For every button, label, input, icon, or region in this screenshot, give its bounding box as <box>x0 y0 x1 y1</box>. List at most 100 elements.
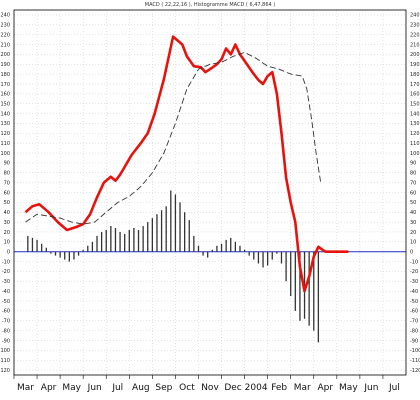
y-tick-label: -10 <box>410 259 418 265</box>
x-tick-label: Jul <box>111 383 123 393</box>
y-tick-label: 180 <box>0 72 10 78</box>
histogram-bars <box>27 190 320 343</box>
x-axis: Mar Apr May Jun Jul Aug Sep Oct Nov Dec 2004 Feb Mar… <box>13 375 400 393</box>
y-tick-label: -100 <box>0 348 10 354</box>
series-lines <box>24 35 349 293</box>
y-tick-label: -60 <box>410 309 418 315</box>
x-tick-label: Mar <box>294 383 311 393</box>
y-tick-label: -40 <box>410 289 418 295</box>
y-tick-label: 80 <box>410 171 416 177</box>
y-tick-label: -110 <box>410 358 420 364</box>
y-tick-label: 130 <box>0 121 10 127</box>
y-tick-label: 60 <box>410 190 416 196</box>
x-tick-label: Mar <box>17 383 34 393</box>
y-tick-label: 0 <box>7 249 10 255</box>
y-tick-label: 200 <box>410 52 420 58</box>
y-tick-label: 90 <box>4 161 10 167</box>
y-tick-label: 60 <box>4 190 10 196</box>
y-tick-label: -50 <box>410 299 418 305</box>
y-tick-label: -110 <box>0 358 10 364</box>
y-tick-label: 120 <box>0 131 10 137</box>
y-tick-label: -70 <box>410 319 418 325</box>
y-tick-label: 110 <box>410 141 420 147</box>
x-tick-label: Dec <box>224 383 241 393</box>
y-tick-label: 20 <box>4 230 10 236</box>
y-tick-label: -20 <box>2 269 10 275</box>
x-tick-label: 2004 <box>245 383 268 393</box>
y-tick-label: 90 <box>410 161 416 167</box>
x-tick-label: Apr <box>318 383 334 393</box>
y-tick-label: 50 <box>410 200 416 206</box>
y-tick-label: 50 <box>4 200 10 206</box>
y-tick-label: -90 <box>2 338 10 344</box>
y-tick-label: 40 <box>410 210 416 216</box>
y-tick-label: 200 <box>0 52 10 58</box>
y-tick-label: 10 <box>4 240 10 246</box>
y-tick-label: -80 <box>410 328 418 334</box>
signal-line <box>25 51 322 225</box>
y-tick-label: 240 <box>410 13 420 19</box>
y-tick-label: 160 <box>0 92 10 98</box>
y-tick-label: 100 <box>0 151 10 157</box>
y-tick-label: 150 <box>0 102 10 108</box>
y-tick-label: -30 <box>410 279 418 285</box>
x-tick-label: Apr <box>41 383 57 393</box>
y-tick-label: 220 <box>410 32 420 38</box>
y-tick-label: 110 <box>0 141 10 147</box>
y-tick-label: -120 <box>0 368 10 374</box>
x-tick-label: Sep <box>155 383 172 393</box>
y-tick-label: 40 <box>4 210 10 216</box>
y-tick-label: 210 <box>410 42 420 48</box>
y-tick-labels-left: -120-110-100-90-80-70-60-50-40-30-20-100… <box>0 13 10 374</box>
plot-border <box>13 9 407 376</box>
y-tick-label: 0 <box>410 249 413 255</box>
x-tick-label: Jun <box>363 383 378 393</box>
y-tick-label: 130 <box>410 121 420 127</box>
y-tick-label: 20 <box>410 230 416 236</box>
y-tick-label: 190 <box>0 62 10 68</box>
y-tick-label: -90 <box>410 338 418 344</box>
x-tick-label: May <box>62 383 81 393</box>
y-tick-label: -80 <box>2 328 10 334</box>
chart-title: MACD ( 22,22,16 ), Histogramme MACD ( 6,… <box>145 2 276 8</box>
y-tick-label: -50 <box>2 299 10 305</box>
y-tick-label: -40 <box>2 289 10 295</box>
y-tick-label: 70 <box>4 180 10 186</box>
y-tick-label: 70 <box>410 180 416 186</box>
y-tick-label: 210 <box>0 42 10 48</box>
y-tick-label: 10 <box>410 240 416 246</box>
y-tick-label: -60 <box>2 309 10 315</box>
x-tick-label: Jul <box>388 383 400 393</box>
y-tick-label: 180 <box>410 72 420 78</box>
x-tick-label: Feb <box>271 383 287 393</box>
y-tick-label: 240 <box>0 13 10 19</box>
y-tick-label: 140 <box>410 111 420 117</box>
y-tick-label: -30 <box>2 279 10 285</box>
y-tick-label: 230 <box>0 23 10 29</box>
y-tick-label: -100 <box>410 348 420 354</box>
y-tick-label: 30 <box>410 220 416 226</box>
y-tick-label: 80 <box>4 171 10 177</box>
y-tick-label: 30 <box>4 220 10 226</box>
y-tick-labels-right: -120-110-100-90-80-70-60-50-40-30-20-100… <box>410 13 420 374</box>
y-tick-label: 160 <box>410 92 420 98</box>
y-tick-label: 170 <box>410 82 420 88</box>
y-tick-label: 230 <box>410 23 420 29</box>
y-tick-label: 120 <box>410 131 420 137</box>
y-tick-label: 100 <box>410 151 420 157</box>
y-tick-label: 170 <box>0 82 10 88</box>
y-tick-label: -70 <box>2 319 10 325</box>
macd-line <box>24 35 349 293</box>
y-tick-label: -20 <box>410 269 418 275</box>
x-tick-label: Aug <box>132 383 150 393</box>
y-tick-label: 220 <box>0 32 10 38</box>
x-tick-label: May <box>339 383 358 393</box>
x-tick-label: Jun <box>87 383 102 393</box>
y-tick-label: 190 <box>410 62 420 68</box>
x-tick-label: Nov <box>201 383 219 393</box>
grid-lines <box>14 10 406 375</box>
y-tick-label: 150 <box>410 102 420 108</box>
y-tick-label: 140 <box>0 111 10 117</box>
